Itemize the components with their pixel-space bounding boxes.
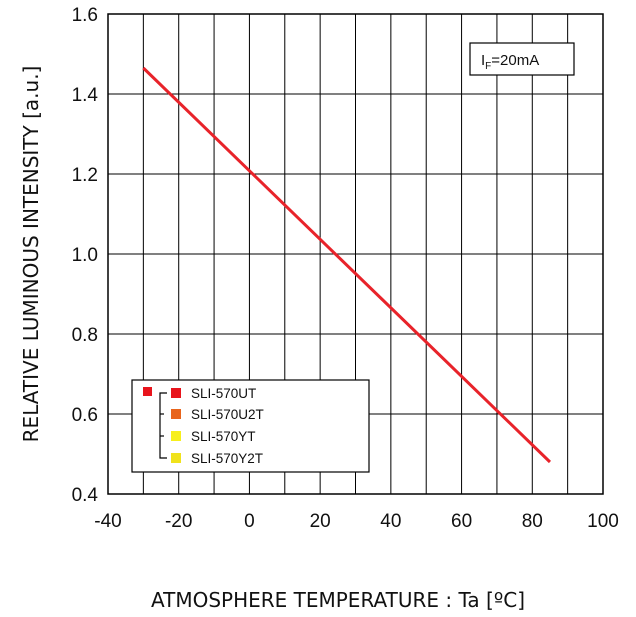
- y-tick-label: 0.4: [72, 485, 99, 506]
- y-tick-label: 0.8: [72, 325, 98, 346]
- y-tick-label: 1.4: [72, 85, 99, 106]
- y-tick-label: 1.0: [72, 245, 98, 266]
- annotation-box: [469, 42, 575, 76]
- legend-group-marker: [143, 387, 152, 396]
- annotation-main: I: [481, 52, 485, 69]
- legend-label: SLI-570Y2T: [191, 451, 263, 466]
- condition-annotation: IF=20mA: [469, 42, 575, 76]
- legend-label: SLI-570YT: [191, 429, 256, 444]
- series-lines: [142, 66, 552, 464]
- x-tick-label: -20: [165, 511, 192, 532]
- annotation-text: IF=20mA: [481, 52, 539, 72]
- x-tick-label: 40: [380, 511, 401, 532]
- legend: SLI-570UT SLI-570U2T SLI-570YT SLI-570Y2T: [131, 379, 370, 473]
- y-tick-label: 1.2: [72, 165, 98, 186]
- legend-swatch: [171, 453, 181, 463]
- x-tick-labels: -40 -20 0 20 40 60 80 100: [94, 511, 619, 532]
- x-tick-label: -40: [94, 511, 121, 532]
- x-tick-label: 80: [522, 511, 543, 532]
- legend-label: SLI-570UT: [191, 386, 256, 401]
- y-tick-labels: 0.4 0.6 0.8 1.0 1.2 1.4 1.6: [72, 5, 99, 506]
- x-axis-title: ATMOSPHERE TEMPERATURE : Ta [ºC]: [151, 588, 525, 612]
- x-tick-label: 100: [587, 511, 619, 532]
- y-tick-label: 1.6: [72, 5, 98, 26]
- plot-frame: [107, 13, 604, 495]
- x-tick-label: 20: [310, 511, 331, 532]
- x-tick-label: 0: [244, 511, 255, 532]
- x-tick-label: 60: [451, 511, 472, 532]
- legend-group-bracket: [159, 392, 167, 459]
- annotation-rest: =20mA: [491, 52, 539, 69]
- y-tick-label: 0.6: [72, 405, 98, 426]
- annotation-sub: F: [485, 61, 491, 72]
- series-line: [142, 66, 552, 464]
- legend-swatch: [171, 388, 181, 398]
- legend-swatch: [171, 409, 181, 419]
- legend-label: SLI-570U2T: [191, 407, 264, 422]
- y-axis-title: RELATIVE LUMINOUS INTENSITY [a.u.]: [19, 66, 43, 443]
- legend-swatch: [171, 431, 181, 441]
